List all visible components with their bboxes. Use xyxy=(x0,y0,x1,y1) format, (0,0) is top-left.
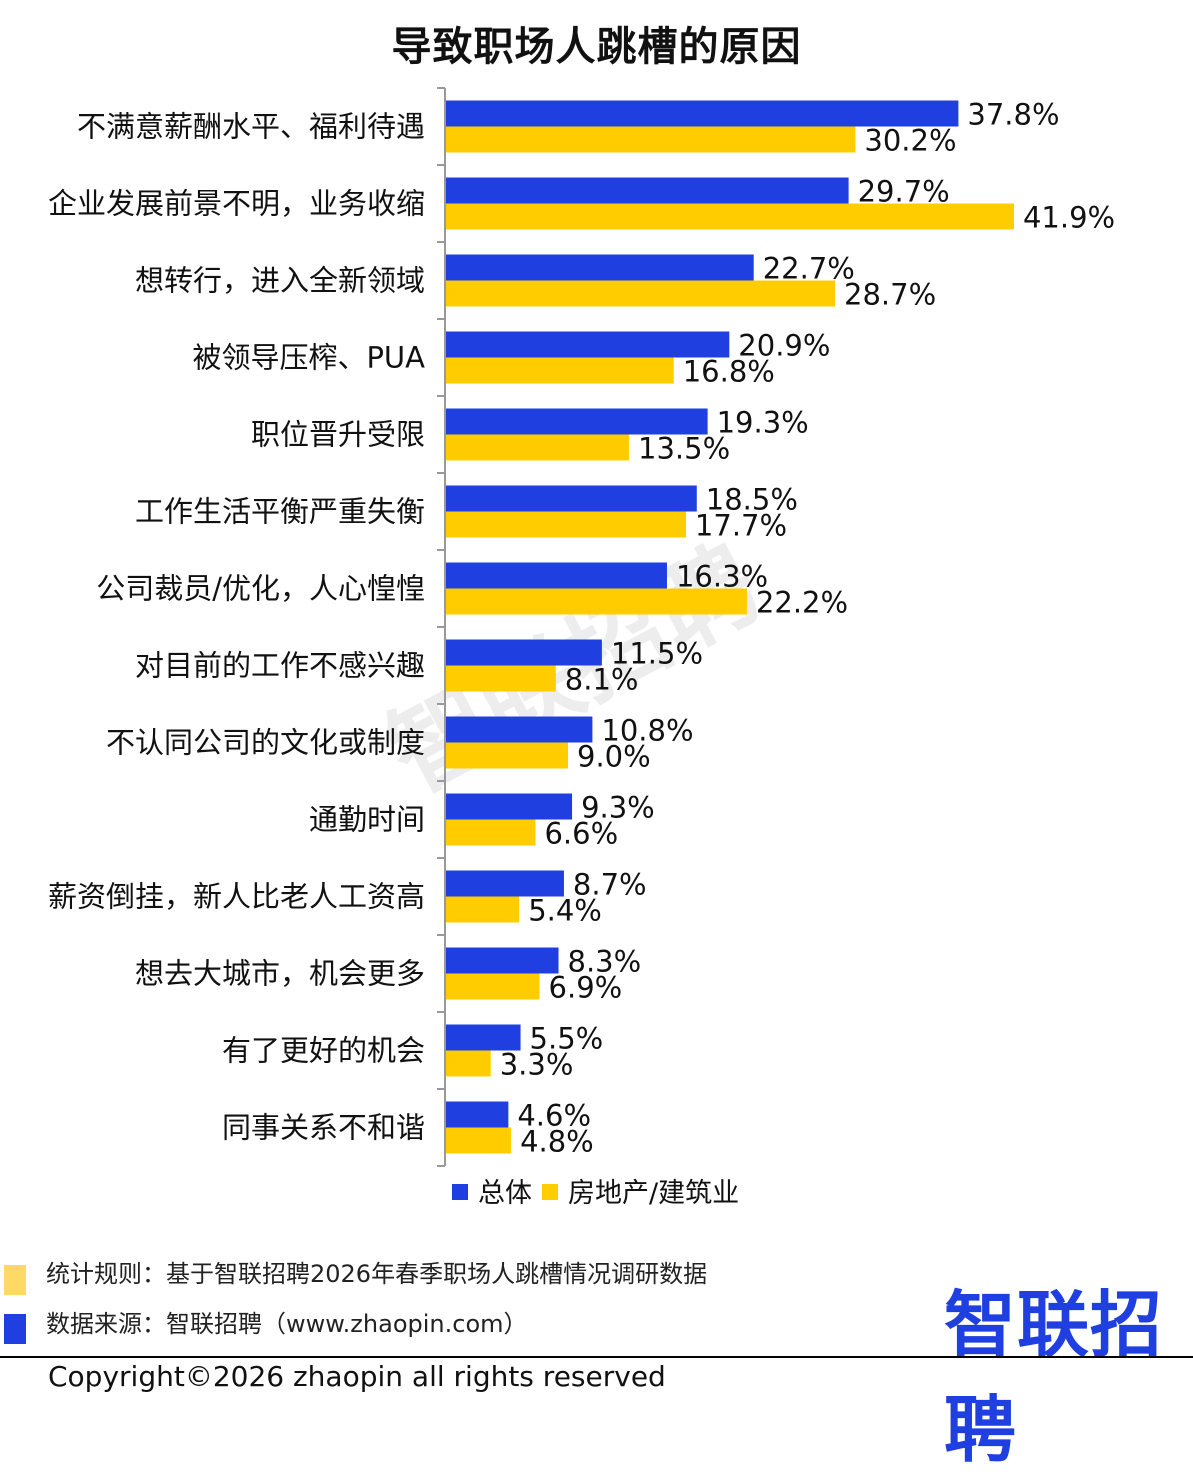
category-label: 对目前的工作不感兴趣 xyxy=(135,649,425,683)
footer-divider xyxy=(0,1356,1193,1358)
bars xyxy=(446,100,1014,1154)
value-labels: 37.8% 30.2% 29.7% 41.9% 22.7%28.7% 20.9%16.8%… xyxy=(500,98,1115,1159)
value-label-overall: 8.3% xyxy=(568,945,642,979)
value-label-real-estate: 5.4% xyxy=(528,894,602,928)
bar-real-estate xyxy=(446,511,686,538)
bar-chart: 智联招聘 不满意薪酬水平、福利待遇企业发展前景不明，业务收缩想转行，进入全新领域… xyxy=(48,87,1115,1209)
value-label-real-estate: 16.8% xyxy=(683,355,775,389)
value-label-real-estate: 6.9% xyxy=(549,971,623,1005)
zhaopin-logo: 智联招聘 xyxy=(944,1283,1164,1472)
bar-real-estate xyxy=(446,588,747,615)
legend: 总体 房地产/建筑业 xyxy=(452,1178,739,1209)
bar-real-estate xyxy=(446,126,856,153)
category-label: 公司裁员/优化，人心惶惶 xyxy=(96,572,425,606)
chart-title: 导致职场人跳槽的原因 xyxy=(391,24,802,70)
bar-overall xyxy=(446,793,573,820)
value-label-real-estate: 3.3% xyxy=(500,1048,574,1082)
value-label-real-estate: 28.7% xyxy=(844,278,936,312)
category-label: 不认同公司的文化或制度 xyxy=(106,726,425,760)
value-label-real-estate: 30.2% xyxy=(864,124,956,158)
bar-overall xyxy=(446,100,959,127)
category-labels: 不满意薪酬水平、福利待遇企业发展前景不明，业务收缩想转行，进入全新领域被领导压榨… xyxy=(48,110,425,1145)
bar-real-estate xyxy=(446,280,836,307)
source-marker xyxy=(4,1314,26,1344)
bar-real-estate xyxy=(446,434,629,461)
value-label-overall: 16.3% xyxy=(676,560,768,594)
rule-marker xyxy=(4,1265,26,1295)
copyright-text: Copyright©2026 zhaopin all rights reserv… xyxy=(48,1360,666,1393)
value-label-overall: 4.6% xyxy=(517,1099,591,1133)
category-label: 想去大城市，机会更多 xyxy=(135,957,425,991)
y-axis-ticks xyxy=(437,87,445,1167)
bar-overall xyxy=(446,1024,521,1051)
category-label: 有了更好的机会 xyxy=(222,1034,425,1068)
bar-overall xyxy=(446,177,849,204)
bar-real-estate xyxy=(446,819,536,846)
value-label-real-estate: 9.0% xyxy=(577,740,651,774)
bar-overall xyxy=(446,870,564,897)
bar-real-estate xyxy=(446,665,556,692)
value-label-overall: 37.8% xyxy=(967,98,1059,132)
legend-swatch-real-estate xyxy=(542,1184,558,1200)
value-label-real-estate: 17.7% xyxy=(695,509,787,543)
value-label-overall: 18.5% xyxy=(706,483,798,517)
bar-real-estate xyxy=(446,896,520,923)
bar-overall xyxy=(446,485,697,512)
bar-overall xyxy=(446,408,708,435)
value-label-overall: 20.9% xyxy=(738,329,830,363)
value-label-overall: 29.7% xyxy=(858,175,950,209)
bar-overall xyxy=(446,562,667,589)
value-label-overall: 10.8% xyxy=(601,714,693,748)
stat-rule-text: 统计规则：基于智联招聘2026年春季职场人跳槽情况调研数据 xyxy=(46,1260,708,1288)
bar-real-estate xyxy=(446,1050,491,1077)
category-label: 薪资倒挂，新人比老人工资高 xyxy=(48,880,425,914)
value-label-real-estate: 8.1% xyxy=(565,663,639,697)
value-label-overall: 9.3% xyxy=(581,791,655,825)
value-label-real-estate: 6.6% xyxy=(544,817,618,851)
bar-real-estate xyxy=(446,742,568,769)
value-label-real-estate: 4.8% xyxy=(520,1125,594,1159)
value-label-overall: 5.5% xyxy=(530,1022,604,1056)
value-label-real-estate: 13.5% xyxy=(638,432,730,466)
legend-label-overall: 总体 xyxy=(478,1178,532,1209)
value-label-overall: 11.5% xyxy=(611,637,703,671)
bar-real-estate xyxy=(446,973,540,1000)
category-label: 想转行，进入全新领域 xyxy=(135,264,425,298)
bar-overall xyxy=(446,1101,509,1128)
value-label-real-estate: 41.9% xyxy=(1023,201,1115,235)
bar-real-estate xyxy=(446,203,1014,230)
category-label: 不满意薪酬水平、福利待遇 xyxy=(77,110,425,144)
category-label: 通勤时间 xyxy=(309,803,425,837)
category-label: 同事关系不和谐 xyxy=(222,1111,425,1145)
legend-label-real-estate: 房地产/建筑业 xyxy=(568,1178,739,1209)
data-source-text: 数据来源：智联招聘（www.zhaopin.com） xyxy=(46,1310,528,1338)
bar-overall xyxy=(446,716,593,743)
bar-overall xyxy=(446,947,559,974)
bar-overall xyxy=(446,331,730,358)
legend-swatch-overall xyxy=(452,1184,468,1200)
category-label: 企业发展前景不明，业务收缩 xyxy=(48,187,425,221)
bar-real-estate xyxy=(446,357,674,384)
bar-overall xyxy=(446,639,602,666)
value-label-overall: 19.3% xyxy=(717,406,809,440)
category-label: 工作生活平衡严重失衡 xyxy=(135,495,425,529)
bar-overall xyxy=(446,254,754,281)
value-label-overall: 8.7% xyxy=(573,868,647,902)
value-label-overall: 22.7% xyxy=(763,252,855,286)
category-label: 职位晋升受限 xyxy=(251,418,425,452)
value-label-real-estate: 22.2% xyxy=(756,586,848,620)
category-label: 被领导压榨、PUA xyxy=(192,341,425,375)
bar-real-estate xyxy=(446,1127,512,1154)
